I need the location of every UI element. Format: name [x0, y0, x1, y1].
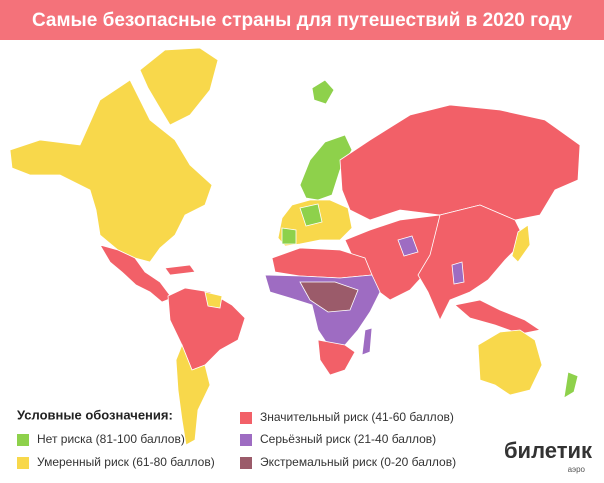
- title: Самые безопасные страны для путешествий …: [32, 10, 573, 31]
- legend-label: Экстремальный риск (0-20 баллов): [260, 455, 456, 469]
- region: [451, 261, 465, 285]
- region: [167, 287, 246, 371]
- world-map: [9, 47, 581, 446]
- region: [454, 299, 542, 335]
- region: [139, 47, 219, 126]
- region: [311, 79, 335, 105]
- legend-label: Нет риска (81-100 баллов): [37, 432, 185, 446]
- region: [317, 339, 356, 376]
- region: [339, 104, 581, 221]
- region: [281, 227, 297, 245]
- region: [511, 224, 531, 263]
- region: [299, 281, 359, 313]
- legend-swatch: [240, 412, 252, 424]
- legend-label: Серьёзный риск (21-40 баллов): [260, 432, 436, 446]
- legend-swatch: [17, 457, 29, 469]
- logo-sub: аэро: [568, 465, 586, 474]
- region: [361, 327, 373, 356]
- legend: Нет риска (81-100 баллов) Умеренный риск …: [17, 410, 456, 469]
- legend-label: Умеренный риск (61-80 баллов): [37, 455, 215, 469]
- region: [477, 329, 543, 396]
- legend-label: Значительный риск (41-60 баллов): [260, 410, 454, 424]
- region: [397, 235, 419, 257]
- legend-swatch: [240, 434, 252, 446]
- region: [9, 79, 213, 263]
- region: [204, 291, 223, 309]
- region: [299, 203, 323, 227]
- legend-swatch: [240, 457, 252, 469]
- legend-title: Условные обозначения:: [17, 407, 173, 422]
- region: [563, 371, 579, 399]
- title-banner: [0, 0, 604, 40]
- region: [164, 264, 196, 276]
- region: [175, 343, 211, 446]
- region: [99, 244, 173, 303]
- region: [417, 204, 526, 321]
- logo-name: билетик: [504, 438, 593, 463]
- legend-swatch: [17, 434, 29, 446]
